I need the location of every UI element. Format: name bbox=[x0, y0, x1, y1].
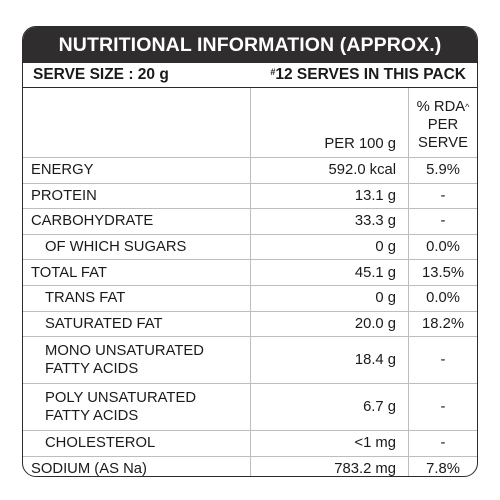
nutrient-name: SATURATED FAT bbox=[23, 311, 251, 338]
nutrition-table: PER 100 g % RDA^ PER SERVE ENERGY 592.0 k… bbox=[23, 88, 477, 477]
header-rda-mark: ^ bbox=[465, 102, 470, 112]
rda-value: 7.8% bbox=[426, 461, 460, 477]
rda-value: 18.2% bbox=[408, 311, 477, 338]
table-row: CHOLESTEROL <1 mg - bbox=[23, 430, 477, 457]
rda-value: - bbox=[408, 383, 477, 432]
header-rda: % RDA^ PER SERVE bbox=[408, 88, 477, 158]
header-per100: PER 100 g bbox=[250, 88, 409, 158]
rda-value: 0.0% bbox=[408, 234, 477, 261]
rda-value: 5.9% bbox=[408, 157, 477, 184]
serves-count: #12 SERVES IN THIS PACK bbox=[270, 66, 466, 84]
nutrient-name: SODIUM (AS Na) bbox=[23, 456, 251, 476]
table-row: TRANS FAT 0 g 0.0% bbox=[23, 285, 477, 312]
nutrient-name: CHOLESTEROL bbox=[23, 430, 251, 457]
header-blank-cell bbox=[23, 88, 251, 158]
nutrition-panel: NUTRITIONAL INFORMATION (APPROX.) SERVE … bbox=[22, 26, 478, 477]
nutrient-name: POLY UNSATURATED FATTY ACIDS bbox=[23, 383, 251, 432]
table-row: OF WHICH SUGARS 0 g 0.0% bbox=[23, 234, 477, 261]
per100-value: 18.4 g bbox=[250, 336, 409, 385]
per100-value: 20.0 g bbox=[250, 311, 409, 338]
rda-value: - bbox=[408, 208, 477, 235]
header-rda-line1: % RDA bbox=[416, 99, 466, 115]
rda-value: - bbox=[408, 336, 477, 385]
per100-value: 783.2 mg bbox=[250, 456, 409, 476]
nutrient-name: MONO UNSATURATED FATTY ACIDS bbox=[23, 336, 251, 385]
per100-value: 0 g bbox=[250, 234, 409, 261]
rda-value: 13.5% bbox=[408, 259, 477, 286]
per100-value: 33.3 g bbox=[250, 208, 409, 235]
nutrient-name: TOTAL FAT bbox=[23, 259, 251, 286]
nutrient-name-line1: MONO UNSATURATED bbox=[45, 343, 204, 360]
per100-value: 45.1 g bbox=[250, 259, 409, 286]
per100-value: 6.7 g bbox=[250, 383, 409, 432]
nutrient-name-line2: FATTY ACIDS bbox=[45, 408, 139, 425]
rda-value: - bbox=[408, 430, 477, 457]
serve-size: SERVE SIZE : 20 g bbox=[33, 66, 169, 83]
serve-info-row: SERVE SIZE : 20 g #12 SERVES IN THIS PAC… bbox=[23, 63, 477, 88]
table-row: CARBOHYDRATE 33.3 g - bbox=[23, 208, 477, 235]
nutrient-name: TRANS FAT bbox=[23, 285, 251, 312]
rda-value: 0.0% bbox=[408, 285, 477, 312]
table-row: SATURATED FAT 20.0 g 18.2% bbox=[23, 311, 477, 338]
table-row: TOTAL FAT 45.1 g 13.5% bbox=[23, 259, 477, 286]
table-row: SODIUM (AS Na) 783.2 mg 7.8% bbox=[23, 456, 477, 477]
serves-text: 12 SERVES IN THIS PACK bbox=[275, 66, 466, 83]
table-row: ENERGY 592.0 kcal 5.9% bbox=[23, 157, 477, 184]
per100-value: 592.0 kcal bbox=[250, 157, 409, 184]
header-rda-line2: PER SERVE bbox=[418, 117, 468, 151]
nutrient-name-line2: FATTY ACIDS bbox=[45, 361, 139, 378]
per100-value: 13.1 g bbox=[250, 183, 409, 210]
per100-value: 0 g bbox=[250, 285, 409, 312]
table-row: POLY UNSATURATED FATTY ACIDS 6.7 g - bbox=[23, 383, 477, 432]
nutrient-name: OF WHICH SUGARS bbox=[23, 234, 251, 261]
nutrient-name-line1: POLY UNSATURATED bbox=[45, 390, 197, 407]
per100-value: <1 mg bbox=[250, 430, 409, 457]
serves-mark: # bbox=[270, 67, 276, 77]
table-row: MONO UNSATURATED FATTY ACIDS 18.4 g - bbox=[23, 336, 477, 385]
table-header-row: PER 100 g % RDA^ PER SERVE bbox=[23, 88, 477, 158]
nutrient-name: PROTEIN bbox=[23, 183, 251, 210]
nutrient-name: ENERGY bbox=[23, 157, 251, 184]
panel-title: NUTRITIONAL INFORMATION (APPROX.) bbox=[23, 27, 477, 63]
nutrient-name: CARBOHYDRATE bbox=[23, 208, 251, 235]
rda-value: - bbox=[408, 183, 477, 210]
table-row: PROTEIN 13.1 g - bbox=[23, 183, 477, 210]
